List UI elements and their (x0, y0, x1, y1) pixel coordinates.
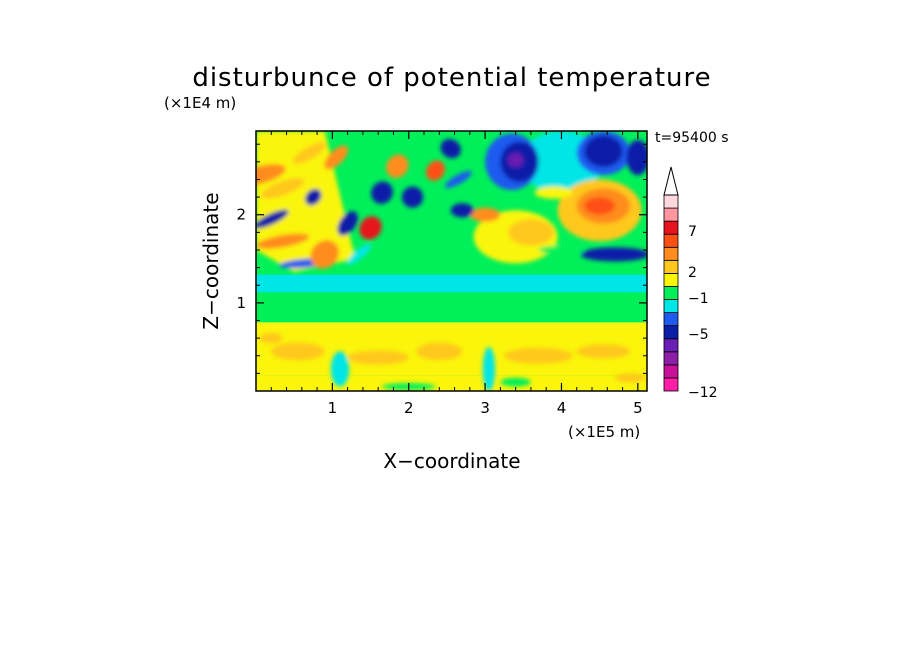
field-eddy (508, 153, 524, 168)
time-label: t=95400 s (655, 130, 729, 146)
field-wave (401, 186, 424, 208)
field-blob (504, 347, 573, 364)
colorbar-swatch (663, 312, 679, 327)
field-waves (256, 131, 647, 273)
field-wave (256, 164, 286, 187)
colorbar-extend-arrow (663, 166, 679, 196)
colorbar-tick-label: −5 (688, 327, 709, 343)
field-wave (292, 142, 327, 164)
colorbar-swatch (663, 246, 679, 261)
colorbar-tick-label: 2 (688, 265, 697, 281)
field-wave (261, 178, 305, 199)
x-axis: 1 2 3 4 5 (270, 131, 643, 417)
field-wave (256, 209, 289, 229)
colorbar-swatch (663, 220, 679, 235)
colorbar-swatch (663, 233, 679, 248)
colorbar-swatch (663, 364, 679, 379)
colorbar-swatch (663, 286, 679, 300)
field-blobs (259, 332, 646, 391)
field-band (256, 274, 647, 293)
colorbar-swatch (663, 194, 679, 209)
x-tick-label: 4 (557, 399, 567, 417)
field-wave (440, 138, 461, 159)
colorbar-swatch (663, 259, 679, 274)
field-blob (482, 346, 496, 391)
field-wave (425, 160, 445, 181)
plot-frame (255, 130, 648, 392)
y-tick-label: 2 (236, 206, 246, 224)
x-tick-label: 2 (404, 399, 414, 417)
y-unit-label: (×1E4 m) (164, 94, 236, 112)
field-band (256, 292, 647, 303)
field-blob (259, 332, 283, 344)
x-unit-label: (×1E5 m) (568, 423, 640, 441)
field-blob (576, 344, 631, 359)
field-wave (310, 240, 340, 269)
field-eddy (469, 207, 501, 222)
field-wave (347, 244, 372, 265)
x-tick-label: 1 (328, 399, 338, 417)
field-wave (359, 216, 382, 240)
x-tick-label: 5 (633, 399, 643, 417)
x-tick-label: 3 (480, 399, 490, 417)
y-axis-label: Z−coordinate (199, 192, 223, 329)
x-axis-label: X−coordinate (383, 449, 520, 473)
field-eddy (584, 197, 615, 215)
field-wave (444, 170, 472, 189)
colorbar-swatch (663, 299, 679, 313)
field-eddy (538, 245, 585, 255)
field-wave (371, 181, 393, 204)
colorbar: 7 2 −1 −5 −12 (663, 166, 718, 401)
field-blob (330, 351, 350, 387)
field-eddy (584, 135, 623, 168)
field-wave (324, 145, 349, 170)
colorbar-tick-label: 7 (688, 224, 697, 240)
field-blob (347, 350, 409, 365)
colorbar-swatch (663, 351, 679, 366)
field-wave (305, 188, 322, 206)
y-tick-label: 1 (236, 294, 246, 312)
colorbar-swatch (663, 272, 679, 287)
field-blob (271, 342, 325, 361)
colorbar-swatch (663, 207, 679, 222)
colorbar-swatch (663, 377, 679, 392)
field-blob (500, 377, 531, 387)
colorbar-swatch (663, 325, 679, 340)
field-blob (614, 373, 646, 383)
field-wave (386, 154, 409, 178)
colorbar-tick-label: −1 (688, 291, 709, 307)
heatmap-field (256, 131, 647, 391)
field-eddy (626, 139, 647, 176)
y-axis: 12 (236, 143, 647, 374)
field-eddy (534, 186, 573, 199)
field-wave (337, 211, 358, 236)
field-band (256, 375, 647, 391)
field-eddy (580, 247, 647, 262)
field-band (256, 311, 647, 323)
colorbar-swatch (663, 338, 679, 353)
chart-title: disturbunce of potential temperature (192, 63, 711, 93)
field-blob (416, 342, 463, 361)
colorbar-tick-label: −12 (688, 385, 718, 401)
field-wave (256, 233, 310, 249)
field-eddy (450, 203, 474, 218)
field-eddy (508, 219, 554, 246)
